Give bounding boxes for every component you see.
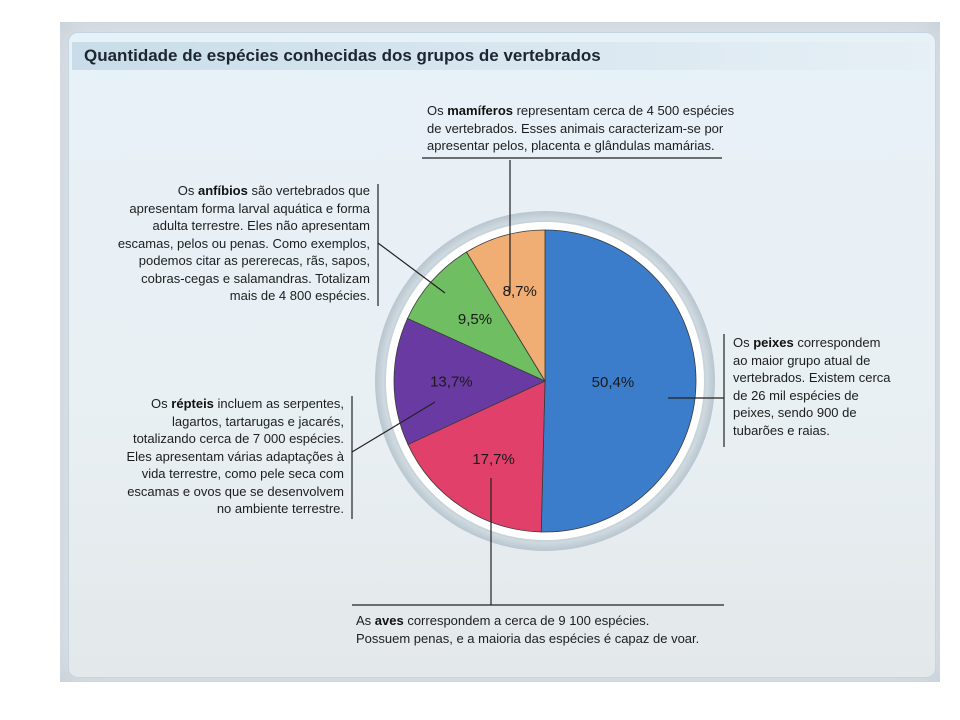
pie-slice-label-4: 8,7% [503,283,537,300]
pie-slice-1 [407,380,546,533]
pie-slice-0 [540,229,697,533]
pie-slice-label-1: 17,7% [472,451,515,468]
note-aves: As aves correspondem a cerca de 9 100 es… [356,613,700,646]
pie-slice-label-3: 9,5% [458,311,492,328]
pie-slice-4 [465,229,546,383]
pie-slice-3 [407,251,547,382]
leader-repteis [351,401,436,453]
leader-anfibios [377,242,446,294]
pie-slice-label-0: 50,4% [592,374,635,391]
note-peixes: Os peixes correspondem ao maior grupo at… [733,335,891,438]
pie-slice-2 [393,317,546,445]
pie-slice-label-2: 13,7% [430,373,473,390]
chart-title: Quantidade de espécies conhecidas dos gr… [84,46,601,65]
note-mamiferos: Os mamíferos representam cerca de 4 500 … [427,103,735,153]
title-bar [72,42,930,70]
note-repteis: Os répteis incluem as serpentes, lagarto… [126,396,344,516]
note-anfibios: Os anfíbios são vertebrados que apresent… [117,183,370,303]
